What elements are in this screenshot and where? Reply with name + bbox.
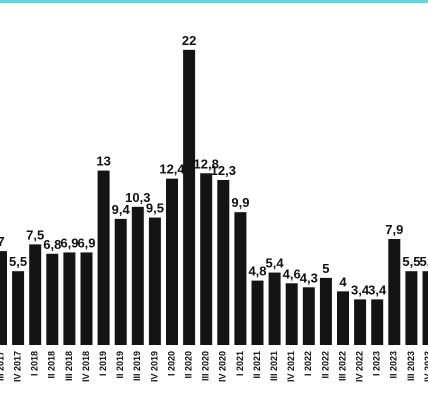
value-label: 5,4 (266, 256, 285, 271)
value-label: 4,3 (300, 270, 318, 285)
bar (285, 283, 298, 345)
value-label: 4,8 (248, 264, 266, 279)
bar (131, 206, 144, 345)
bar (234, 212, 247, 345)
x-tick-label: I 2021 (235, 351, 245, 376)
bar (251, 280, 264, 345)
bar (217, 179, 230, 345)
value-label: 9,9 (231, 195, 249, 210)
x-tick-label: I 2020 (166, 351, 176, 376)
x-tick-label: I 2022 (303, 351, 313, 376)
value-label: 6,9 (60, 235, 78, 250)
value-label: 22 (182, 33, 196, 48)
bar (354, 299, 367, 345)
bar (319, 277, 332, 345)
bar (97, 170, 110, 345)
value-label: 9,4 (112, 202, 131, 217)
value-label: 4 (339, 274, 347, 289)
value-label: 4,6 (283, 266, 301, 281)
bar (12, 271, 25, 345)
x-tick-label: III 2022 (337, 351, 347, 381)
x-tick-label: IV 2022 (354, 351, 364, 382)
bar (371, 299, 384, 345)
value-label: 5 (322, 261, 329, 276)
value-label: 7,5 (26, 227, 44, 242)
x-tick-label: IV 2018 (81, 351, 91, 382)
x-tick-label: III 2021 (269, 351, 279, 381)
bar (148, 217, 161, 345)
bar (29, 244, 42, 345)
x-tick-label: IV 2019 (149, 351, 159, 382)
x-tick-label: III 2018 (64, 351, 74, 381)
x-tick-label: II 2021 (252, 351, 262, 379)
value-label: 10,3 (125, 190, 150, 205)
x-tick-label: I 2019 (98, 351, 108, 376)
value-label: 5,5 (9, 254, 27, 269)
bar (63, 252, 76, 345)
x-tick-label: II 2018 (47, 351, 57, 379)
x-tick-label: II 2023 (389, 351, 399, 379)
value-label: 6,8 (43, 237, 61, 252)
value-label: 5,5 (419, 254, 428, 269)
value-label: 12,8 (194, 156, 219, 171)
bar (302, 287, 315, 345)
bar (166, 178, 178, 345)
x-tick-label: II 2020 (183, 351, 193, 379)
bar (337, 291, 349, 345)
x-tick-label: IV 2021 (286, 351, 296, 382)
x-tick-label: II 2019 (115, 351, 125, 379)
value-label: 5,5 (402, 254, 420, 269)
value-label: 3,4 (351, 282, 370, 297)
value-label: 6,9 (77, 235, 95, 250)
bar (200, 173, 213, 345)
bar (268, 272, 281, 345)
bar (0, 251, 7, 345)
bar (46, 253, 59, 345)
value-label: 9,5 (146, 201, 164, 216)
value-label: 12,4 (159, 162, 185, 177)
value-label: 7,9 (385, 222, 403, 237)
x-tick-label: I 2018 (30, 351, 40, 376)
bar (388, 239, 401, 345)
value-label: 13 (96, 154, 110, 169)
x-tick-label: III 2017 (0, 351, 5, 381)
x-tick-label: IV 2023 (423, 351, 428, 382)
value-label: 7 (0, 234, 5, 249)
value-label: 12,3 (211, 163, 236, 178)
bar (183, 49, 196, 345)
x-tick-label: III 2023 (406, 351, 416, 381)
bar (422, 271, 428, 345)
top-border (0, 0, 428, 3)
x-tick-label: II 2022 (320, 351, 330, 379)
bar (405, 271, 418, 345)
bar (80, 252, 93, 345)
value-label: 3,4 (368, 282, 387, 297)
x-tick-label: I 2023 (372, 351, 382, 376)
x-tick-label: III 2020 (201, 351, 211, 381)
x-tick-label: III 2019 (132, 351, 142, 381)
bar (114, 218, 127, 345)
x-tick-label: IV 2017 (12, 351, 22, 382)
x-tick-label: IV 2020 (218, 351, 228, 382)
